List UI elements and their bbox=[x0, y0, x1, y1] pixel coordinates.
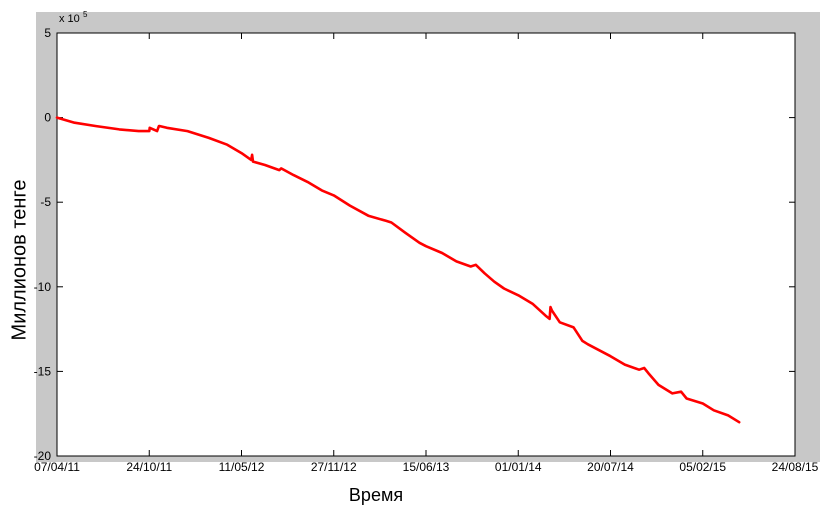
x-tick-label: 27/11/12 bbox=[311, 460, 357, 474]
y-tick-label: 0 bbox=[44, 111, 51, 125]
y-tick-label: -15 bbox=[34, 364, 52, 378]
x-tick-label: 20/07/14 bbox=[587, 460, 634, 474]
y-axis-label: Миллионов тенге bbox=[8, 179, 31, 341]
x-tick-label: 01/01/14 bbox=[495, 460, 542, 474]
y-tick-label: -10 bbox=[34, 280, 52, 294]
y-multiplier-exponent: 5 bbox=[83, 10, 88, 19]
y-tick-label: -5 bbox=[40, 195, 51, 209]
x-tick-label: 07/04/11 bbox=[34, 460, 80, 474]
axes-box bbox=[56, 32, 796, 457]
x-tick-label: 05/02/15 bbox=[679, 460, 726, 474]
y-tick-label: 5 bbox=[44, 26, 51, 40]
x-tick-label: 24/08/15 bbox=[772, 460, 819, 474]
x-tick-label: 24/10/11 bbox=[126, 460, 172, 474]
series-line bbox=[55, 116, 741, 424]
x-tick-label: 11/05/12 bbox=[219, 460, 265, 474]
x-tick-label: 15/06/13 bbox=[403, 460, 450, 474]
y-tick-label: -20 bbox=[34, 449, 52, 463]
x-axis-label: Время bbox=[348, 485, 404, 505]
y-multiplier-label: x 10 bbox=[59, 13, 80, 25]
